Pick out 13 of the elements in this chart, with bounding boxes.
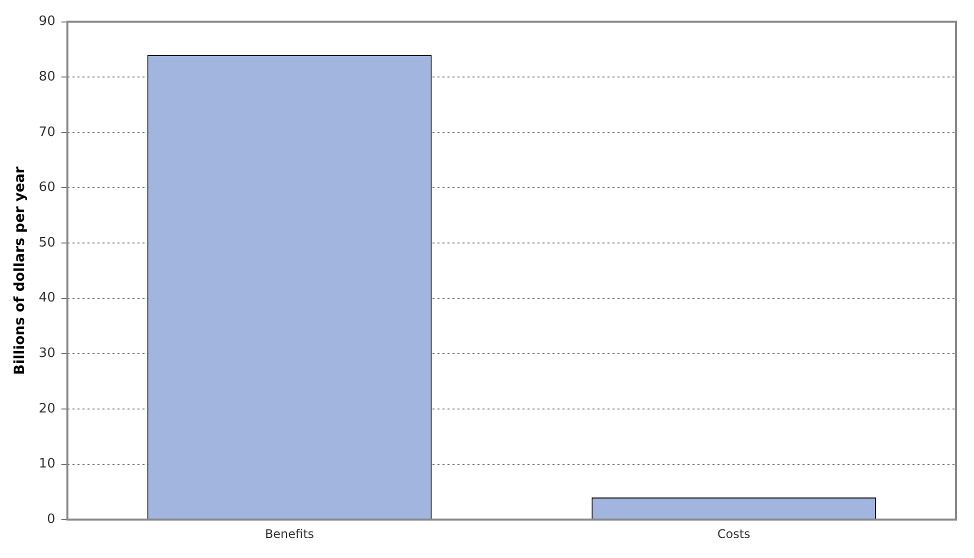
y-tick-label: 90 xyxy=(38,14,56,30)
y-tick-label: 40 xyxy=(38,290,56,306)
y-tick-label: 20 xyxy=(38,401,56,416)
y-tick-label: 80 xyxy=(38,69,56,84)
y-tick-label: 60 xyxy=(38,180,56,196)
y-tick-label: 30 xyxy=(38,346,56,362)
x-tick-label: Costs xyxy=(717,526,750,541)
y-tick-label: 70 xyxy=(38,124,56,140)
y-tick-label: 0 xyxy=(47,512,56,527)
x-tick-label: Benefits xyxy=(264,526,314,541)
y-tick-label: 10 xyxy=(38,456,56,472)
y-axis-title: Billions of dollars per year xyxy=(12,166,28,375)
y-tick-label: 50 xyxy=(38,235,56,250)
